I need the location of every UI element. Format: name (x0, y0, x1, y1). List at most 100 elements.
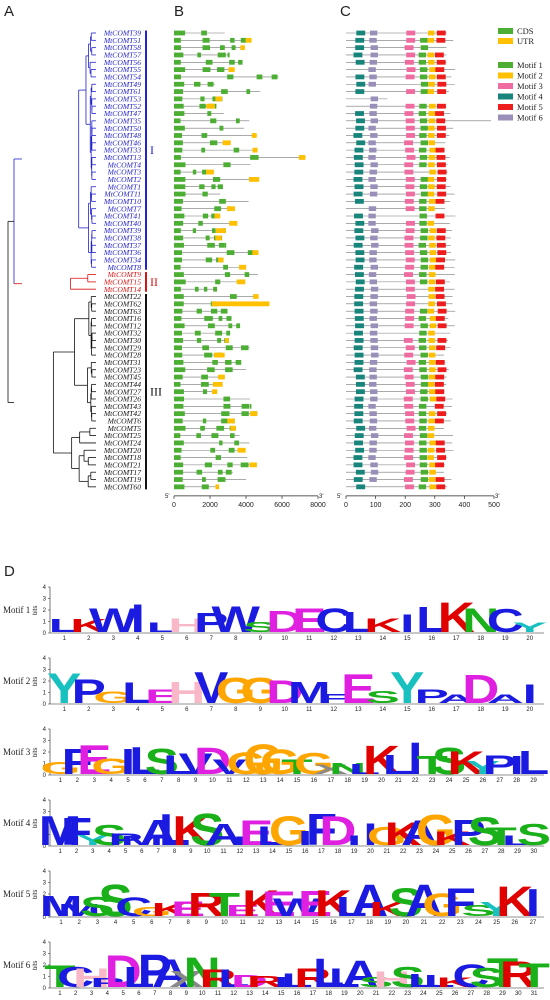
motif5-block (437, 367, 447, 373)
cds-exon (221, 411, 230, 417)
motif3-block (406, 37, 416, 43)
logo-position-label: 22 (439, 920, 446, 926)
motif1-block (418, 484, 427, 490)
logo-y-label: bits (33, 819, 39, 828)
motif6-block (369, 74, 377, 80)
logo-y-tick-label: 2 (43, 892, 47, 898)
logo-letter: L (518, 745, 549, 782)
logo-letter: A (406, 876, 443, 926)
motif4-block (355, 59, 365, 65)
cds-exon (271, 74, 278, 80)
motif3-block (406, 220, 415, 226)
logo-letter: S (432, 739, 466, 782)
logo-letter: D (319, 808, 356, 854)
motif1-block (420, 45, 429, 51)
motif4-block (355, 286, 364, 292)
motif3-block (406, 155, 416, 160)
motif2-block (429, 367, 436, 373)
cds-exon (228, 323, 233, 329)
logo-position-label: 8 (173, 849, 177, 855)
logo-letter: K (496, 878, 533, 926)
motif4-block (355, 469, 365, 475)
motif6-block (369, 440, 377, 446)
motif2-block (428, 418, 435, 424)
gene-label: MtCOMT5 (107, 424, 142, 433)
motif1-block (420, 264, 428, 270)
cds-exon (174, 301, 184, 307)
logo-letter: T (209, 887, 240, 924)
logo-letter: S (461, 903, 495, 920)
logo-position-label: 7 (210, 707, 214, 713)
motif2-block (429, 147, 436, 153)
logo-position-label: 26 (480, 778, 487, 784)
motif4-block (355, 45, 365, 51)
logo-position-label: 14 (262, 991, 269, 997)
cds-exon (174, 286, 181, 292)
cds-exon (225, 367, 233, 373)
logo-letter: E (239, 814, 273, 853)
cds-exon (225, 345, 233, 351)
cds-exon (247, 250, 254, 255)
motif5-block (436, 396, 446, 402)
logo-letter: K (242, 884, 279, 924)
motif2-block (427, 89, 435, 94)
logo-position-label: 18 (477, 707, 484, 713)
cds-exon (174, 177, 186, 182)
logo-position-label: 26 (511, 920, 518, 926)
cds-exon (235, 118, 240, 124)
logo-letter: L (123, 961, 154, 993)
motif3-block (403, 477, 413, 482)
motif5-block (434, 418, 444, 424)
cds-exon (212, 360, 218, 365)
motif1-block (420, 235, 428, 241)
cds-exon (210, 118, 217, 124)
logo-letter: L (122, 676, 153, 709)
cds-exon (174, 96, 183, 102)
logo-position-label: 12 (243, 778, 250, 784)
logo-position-label: 15 (404, 636, 411, 642)
cds-exon (203, 286, 208, 292)
logo-position-label: 10 (281, 636, 288, 642)
cds-exon (219, 125, 224, 131)
motif6-block (370, 294, 378, 299)
motif6-block (369, 374, 377, 380)
logo-position-label: 16 (311, 778, 318, 784)
cds-exon (174, 294, 184, 299)
logo-position-label: 25 (449, 849, 456, 855)
gene-label: MtCOMT27 (103, 387, 142, 396)
logo-position-label: 14 (277, 778, 284, 784)
logo-position-label: 7 (210, 636, 214, 642)
cds-exon (174, 367, 186, 373)
gene-label: MtCOMT55 (103, 65, 141, 74)
cds-exon (202, 389, 208, 395)
logo-letter: K (369, 898, 406, 920)
logo-letter: S (92, 819, 126, 851)
motif3-block (405, 286, 415, 292)
motif2-block (428, 198, 436, 204)
logo-letter: V (212, 755, 246, 779)
cds-exon (174, 81, 185, 87)
gene-label: MtCOMT29 (103, 343, 141, 352)
motif4-block (353, 133, 363, 138)
logo-position-label: 8 (169, 991, 173, 997)
motif2-block (429, 264, 436, 270)
logo-position-label: 12 (230, 991, 237, 997)
motif6-block (369, 59, 378, 65)
motif5-block (437, 89, 447, 94)
motif3-block (406, 133, 415, 138)
motif5-block (437, 455, 447, 460)
motif1-block (419, 198, 427, 204)
cds-exon (174, 433, 181, 438)
motif3-block (405, 206, 415, 212)
cds-exon (227, 462, 233, 468)
gene-label: MtCOMT24 (103, 439, 141, 448)
motif5-block (436, 257, 446, 263)
motif3-block (405, 177, 415, 182)
cds-exon (207, 111, 212, 116)
logo-letter: F (318, 691, 349, 706)
motif6-block (368, 206, 377, 212)
gene-label: MtCOMT34 (103, 256, 141, 265)
motif5-block (435, 264, 445, 270)
